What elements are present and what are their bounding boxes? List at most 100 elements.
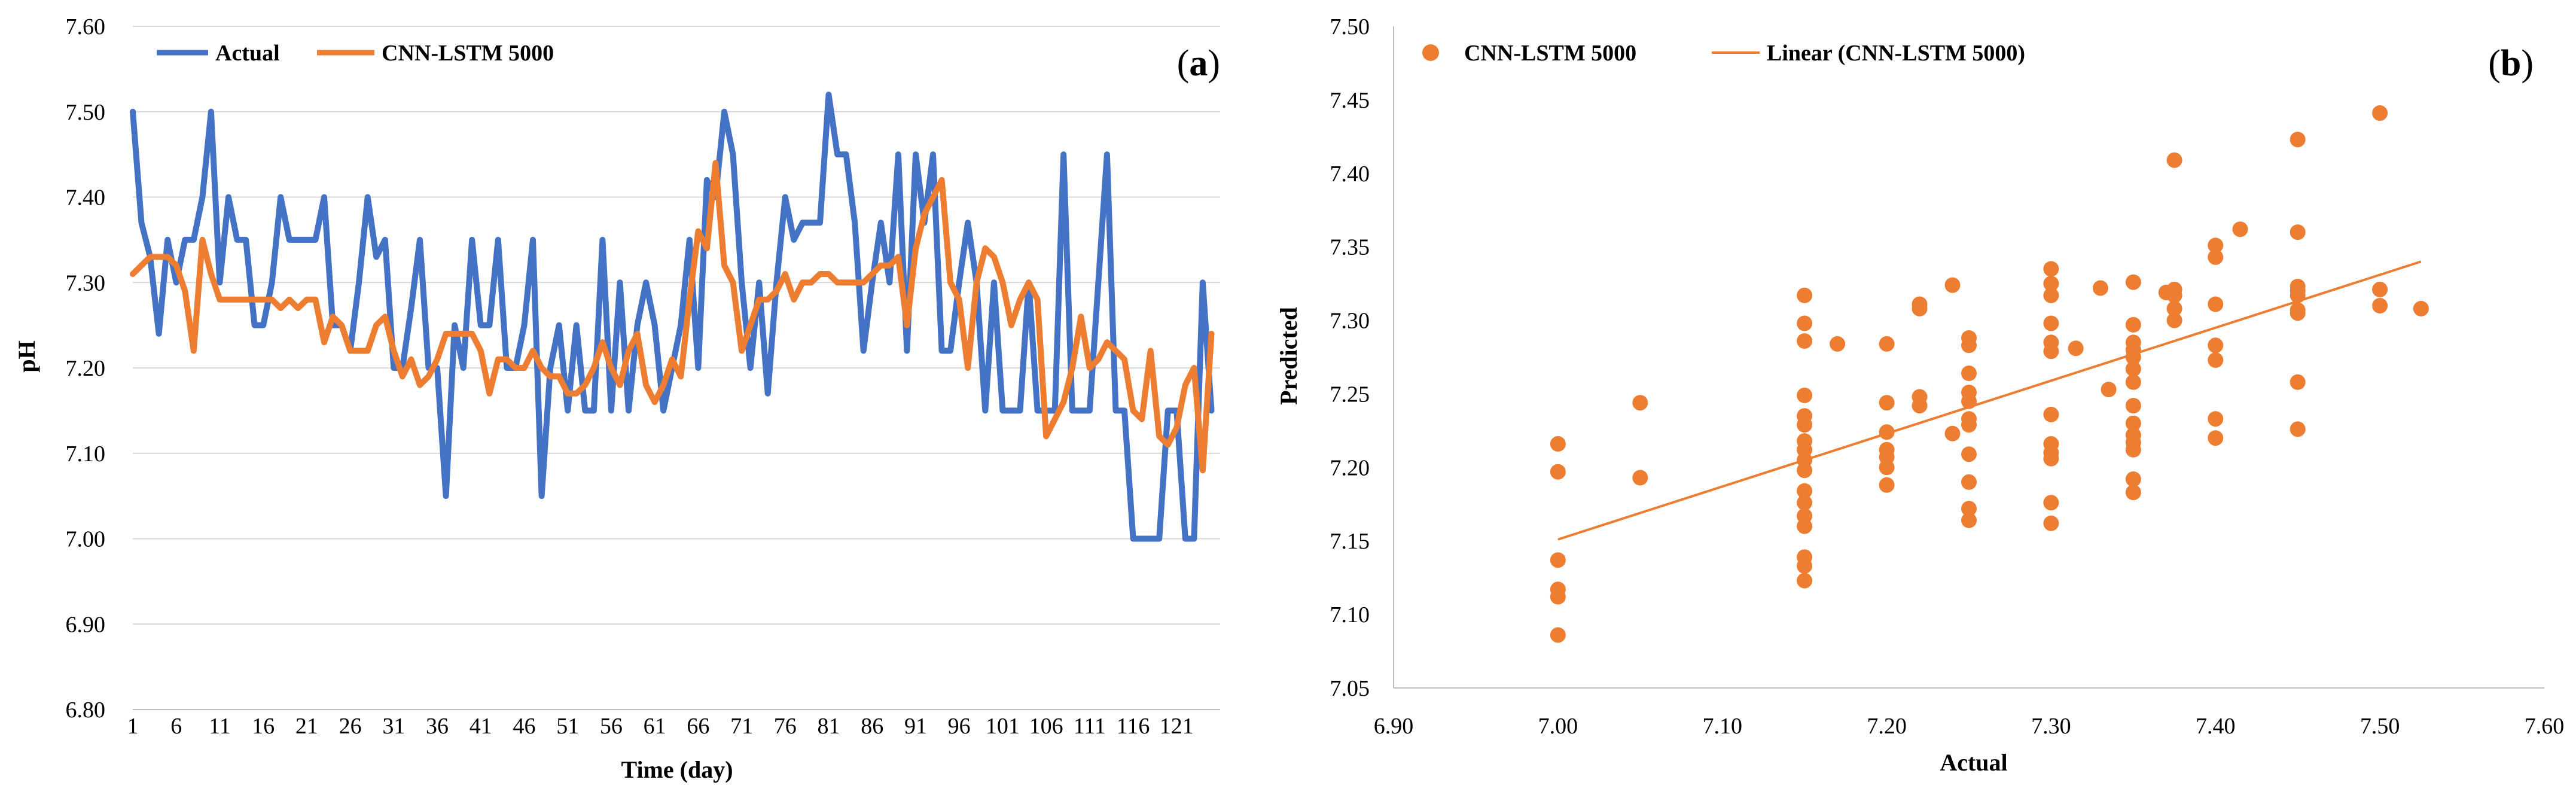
x-tick-label: 81 (818, 714, 840, 739)
x-tick-label: 61 (644, 714, 666, 739)
scatter-point (2125, 361, 2141, 377)
scatter-point (1797, 417, 1813, 433)
y-axis-title: pH (13, 340, 40, 372)
x-tick-label: 101 (986, 714, 1020, 739)
scatter-point (1550, 552, 1566, 568)
scatter-point (2125, 485, 2141, 501)
x-tick-labels: 1 6 11 16 21 26 31 36 41 46 51 56 61 66 71 76 81 86 91 96 10… (127, 714, 1194, 739)
panel-letter-a: a (1189, 43, 1208, 84)
x-tick-label: 11 (209, 714, 231, 739)
scatter-point (1550, 589, 1566, 605)
y-tick-label: 6.90 (66, 612, 106, 637)
scatter-point (2232, 221, 2248, 237)
scatter-point (2290, 132, 2306, 148)
scatter-point (2101, 382, 2117, 398)
scatter-point (1797, 333, 1813, 349)
y-tick-label: 7.50 (66, 100, 106, 125)
x-tick-label: 46 (513, 714, 535, 739)
y-tick-label: 7.35 (1330, 235, 1370, 260)
y-tick-labels: 6.80 6.90 7.00 7.10 7.20 7.30 7.40 7.50 7.60 (66, 14, 106, 723)
y-axis-title: Predicted (1275, 307, 1302, 405)
scatter-point (2208, 411, 2224, 427)
scatter-point (1550, 436, 1566, 452)
scatter-point (2208, 237, 2224, 254)
scatter-point (2290, 421, 2306, 437)
legend-actual-label: Actual (215, 41, 280, 66)
legend-points-label: CNN-LSTM 5000 (1464, 41, 1636, 66)
x-axis-title: Actual (1940, 749, 2007, 776)
scatter-point (1550, 464, 1566, 480)
scatter-point (2290, 374, 2306, 390)
scatter-point (2208, 337, 2224, 354)
x-tick-label: 111 (1074, 714, 1106, 739)
x-tick-label: 51 (556, 714, 579, 739)
scatter-point (1961, 417, 1977, 433)
cnn-lstm-series-line (130, 160, 1215, 474)
scatter-point (1830, 336, 1846, 352)
scatter-point (1797, 462, 1813, 479)
scatter-point (2043, 343, 2059, 360)
trendline (1557, 260, 2422, 541)
scatter-point (2413, 300, 2429, 316)
x-tick-label: 6 (170, 714, 182, 739)
x-tick-label: 7.00 (1538, 714, 1578, 739)
scatter-point (2125, 415, 2141, 431)
scatter-point (2125, 316, 2141, 333)
x-tick-label: 7.30 (2031, 714, 2071, 739)
panel-label-b: (b) (2488, 43, 2534, 84)
scatter-point (2125, 374, 2141, 390)
scatter-point (1879, 336, 1895, 352)
scatter-point (2290, 287, 2306, 303)
scatter-point (1944, 425, 1961, 441)
scatter-point (2125, 274, 2141, 290)
scatter-point (2125, 398, 2141, 414)
scatter-points (1550, 105, 2429, 643)
y-tick-label: 7.15 (1330, 529, 1370, 554)
scatter-point (1797, 495, 1813, 511)
scatter-point (2043, 406, 2059, 422)
y-tick-label: 7.50 (1330, 14, 1370, 39)
scatter-point (1879, 477, 1895, 493)
series-lines (130, 92, 1215, 542)
scatter-point (2125, 471, 2141, 487)
scatter-point (1550, 627, 1566, 643)
scatter-point (1912, 398, 1928, 414)
scatter-point (2372, 281, 2388, 297)
scatter-point (2290, 305, 2306, 321)
y-tick-label: 7.10 (1330, 602, 1370, 628)
x-tick-labels: 6.90 7.00 7.10 7.20 7.30 7.40 7.50 7.60 (1374, 714, 2565, 739)
x-tick-label: 16 (252, 714, 275, 739)
scatter-point (2166, 152, 2182, 168)
x-axis-title: Time (day) (621, 756, 733, 783)
legend-cnn-label: CNN-LSTM 5000 (382, 41, 554, 66)
x-tick-label: 56 (600, 714, 623, 739)
legend: CNN-LSTM 5000 Linear (CNN-LSTM 5000) (1422, 41, 2025, 66)
x-tick-label: 36 (426, 714, 449, 739)
y-tick-label: 7.20 (66, 356, 106, 381)
y-tick-label: 7.25 (1330, 382, 1370, 407)
scatter-point (2043, 450, 2059, 467)
panel-label-a: (a) (1177, 43, 1220, 84)
scatter-point (2068, 340, 2084, 357)
y-tick-label: 7.00 (66, 527, 106, 552)
scatter-point (2208, 249, 2224, 265)
x-tick-label: 66 (687, 714, 709, 739)
y-tick-label: 7.05 (1330, 676, 1370, 701)
x-tick-label: 71 (730, 714, 753, 739)
scatter-point (2043, 315, 2059, 331)
y-tick-label: 7.20 (1330, 455, 1370, 480)
y-tick-label: 7.30 (66, 270, 106, 296)
x-tick-label: 7.20 (1867, 714, 1907, 739)
scatter-point (2166, 287, 2182, 303)
scatter-point (1797, 558, 1813, 574)
scatter-point (2208, 430, 2224, 446)
scatter-chart-svg: 7.05 7.10 7.15 7.20 7.25 7.30 7.35 7.40 7.45 7.50… (1275, 14, 2565, 776)
scatter-point (1961, 501, 1977, 517)
scatter-point (1879, 424, 1895, 440)
x-tick-label: 21 (295, 714, 318, 739)
legend: Actual CNN-LSTM 5000 (157, 41, 554, 66)
scatter-point (2166, 300, 2182, 316)
scatter-point (2372, 298, 2388, 313)
